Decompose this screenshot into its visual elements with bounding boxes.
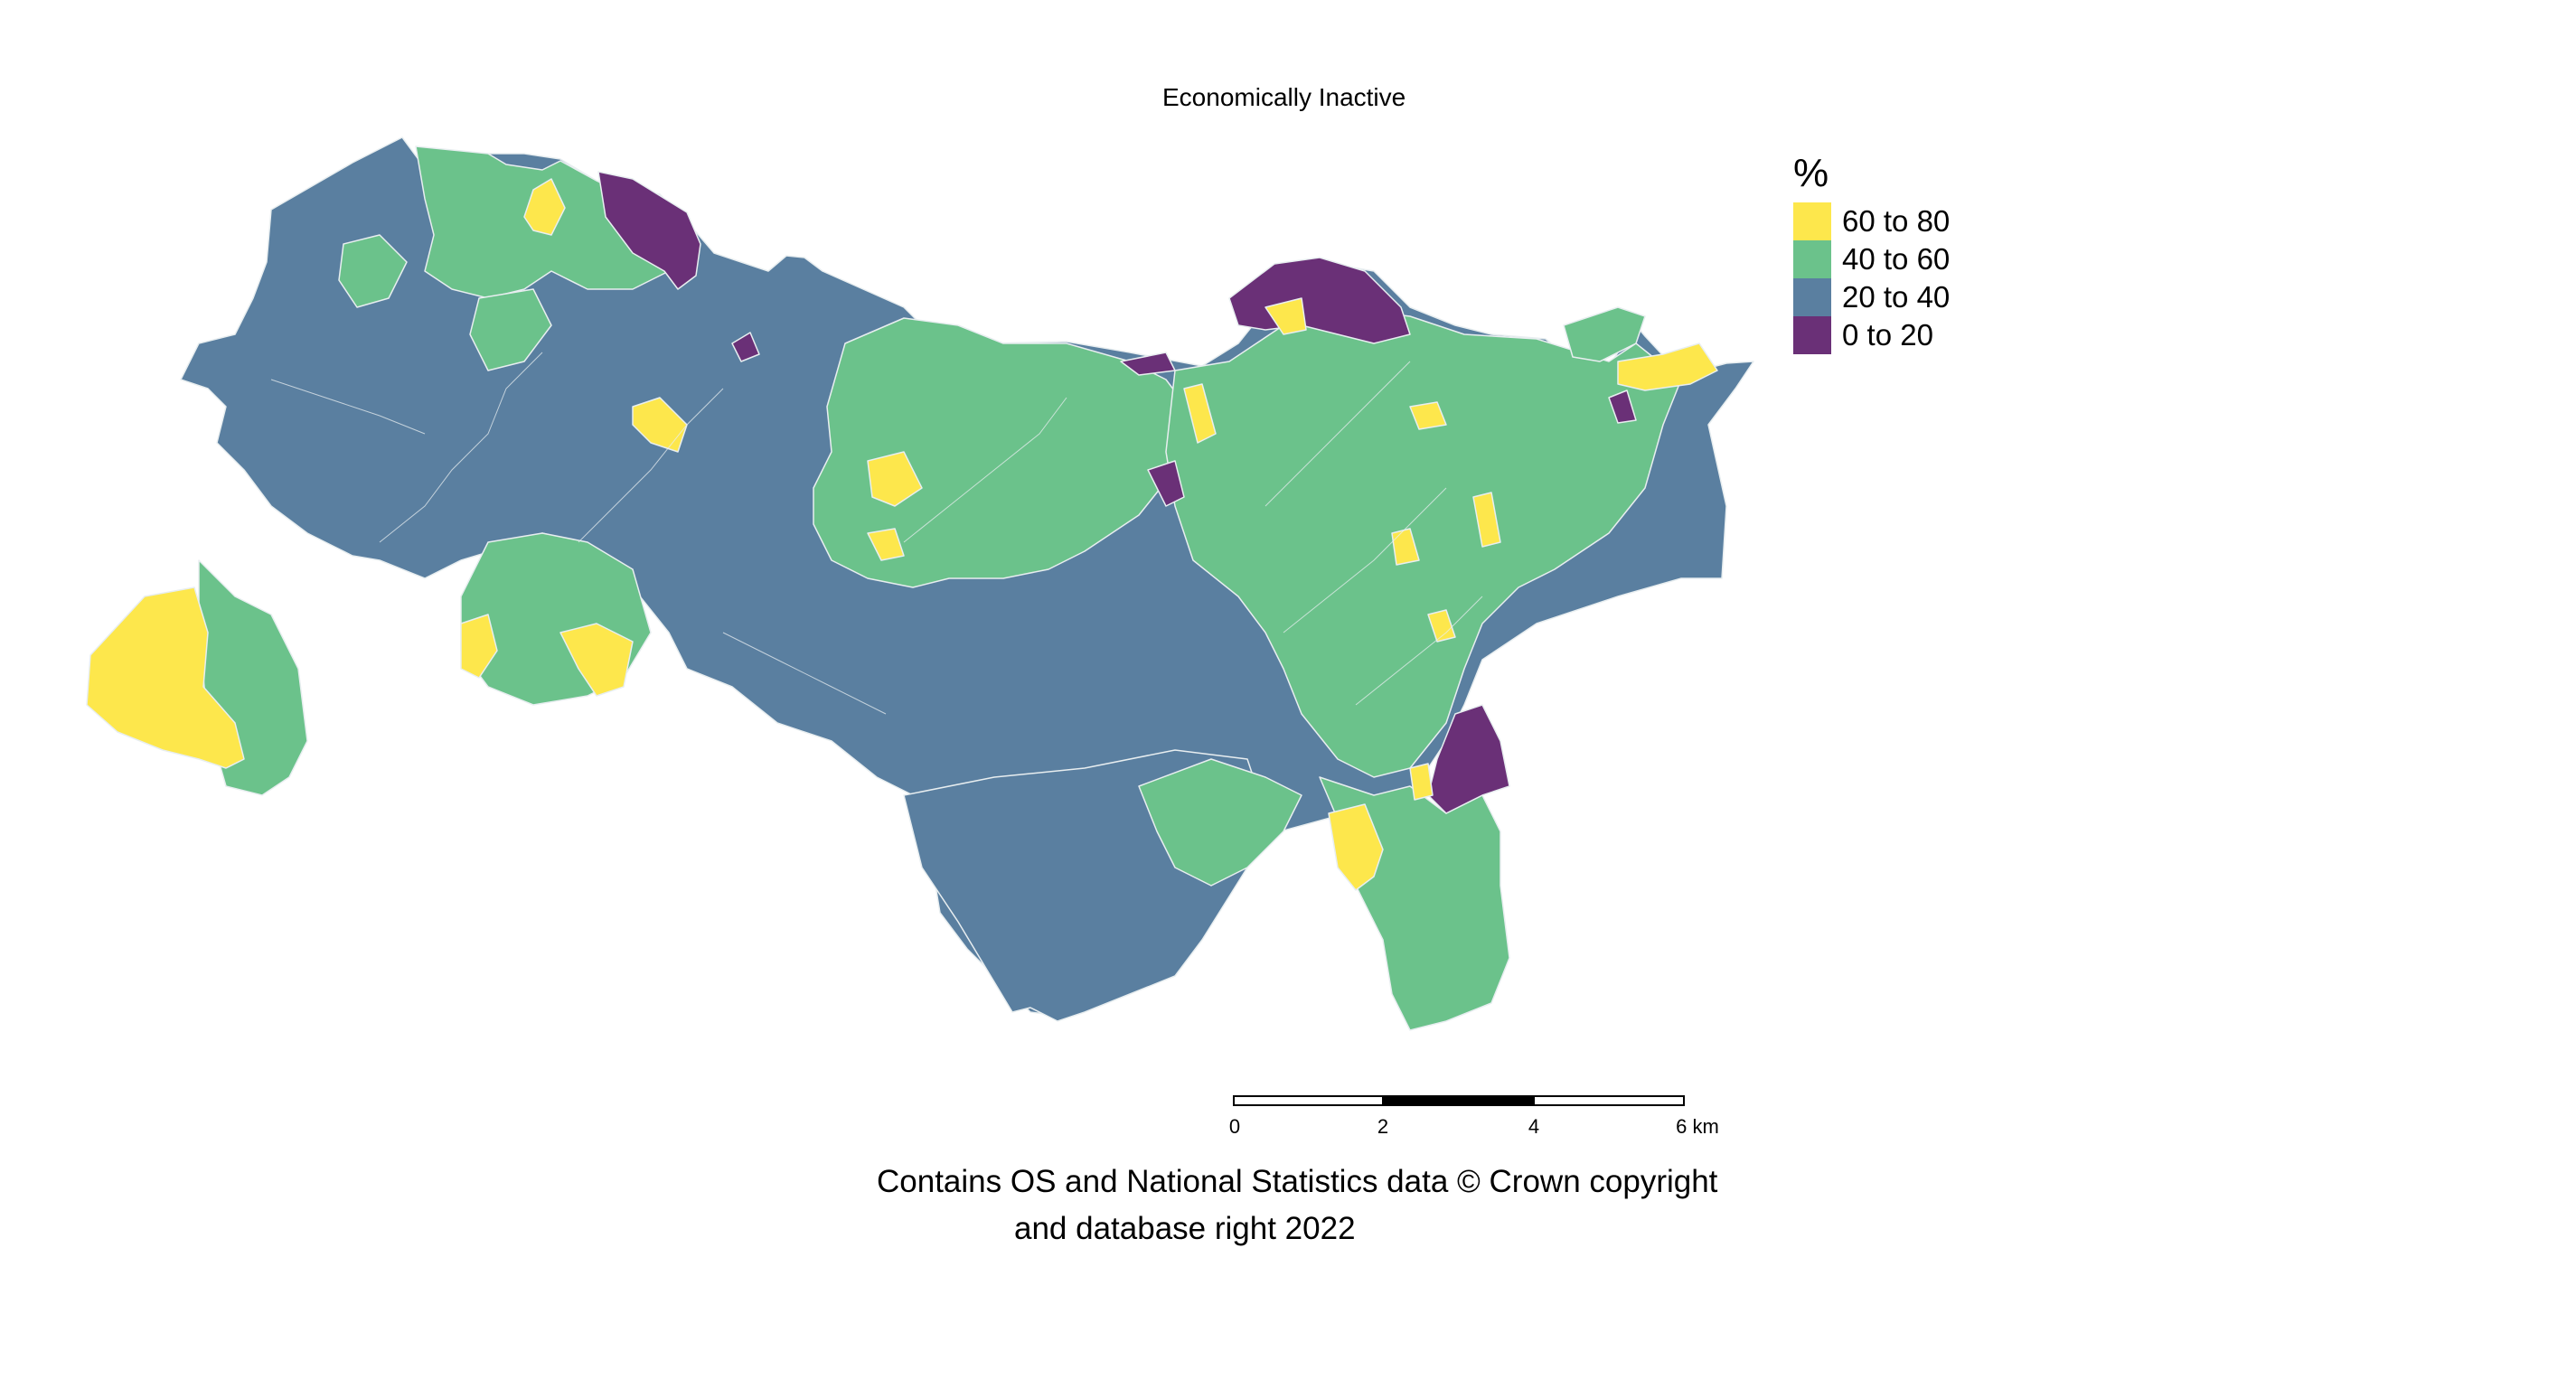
region-yellow-west-3 bbox=[559, 623, 634, 697]
region-green-south-spur bbox=[1138, 758, 1302, 887]
region-green-west-small bbox=[338, 234, 408, 308]
region-green-west-mid bbox=[469, 288, 552, 371]
region-purple-small-1 bbox=[731, 332, 760, 362]
region-green-northeast bbox=[1563, 306, 1646, 362]
region-yellow-east-4 bbox=[1472, 492, 1501, 548]
legend-swatch bbox=[1793, 240, 1831, 278]
legend-label: 0 to 20 bbox=[1842, 318, 1933, 352]
scale-bar-segment bbox=[1233, 1095, 1384, 1106]
scale-bar-tick: 0 bbox=[1228, 1115, 1241, 1138]
region-purple-small-3 bbox=[1120, 352, 1176, 376]
region-purple-south bbox=[1427, 704, 1510, 814]
region-yellow-east-1 bbox=[1183, 383, 1217, 444]
region-purple-north-1 bbox=[597, 171, 701, 290]
region-yellow-east-6 bbox=[1427, 609, 1456, 643]
legend-item-60-80: 60 to 80 bbox=[1793, 202, 1950, 240]
scale-bar-tick: 4 bbox=[1528, 1115, 1540, 1138]
legend: % 60 to 80 40 to 60 20 to 40 0 to 20 bbox=[1793, 152, 1950, 354]
region-purple-small-2 bbox=[1147, 460, 1185, 507]
region-green-central bbox=[813, 317, 1194, 588]
legend-label: 40 to 60 bbox=[1842, 242, 1951, 276]
scale-bar-segment bbox=[1382, 1095, 1535, 1106]
region-yellow-south-small bbox=[1409, 763, 1434, 801]
region-yellow-south bbox=[1328, 803, 1384, 891]
region-yellow-southwest bbox=[86, 586, 245, 769]
attribution-line-1: Contains OS and National Statistics data… bbox=[877, 1164, 1718, 1199]
region-green-east bbox=[1165, 306, 1682, 778]
region-yellow-central-1 bbox=[867, 451, 923, 507]
region-yellow-east-2 bbox=[1264, 297, 1307, 335]
scale-bar-segment bbox=[1533, 1095, 1685, 1106]
attribution-line-2: and database right 2022 bbox=[1014, 1211, 1356, 1246]
scale-bar-tick: 2 bbox=[1377, 1115, 1389, 1138]
legend-label: 60 to 80 bbox=[1842, 204, 1951, 238]
legend-title: % bbox=[1793, 151, 1829, 195]
legend-item-0-20: 0 to 20 bbox=[1793, 316, 1950, 354]
region-yellow-north-1 bbox=[523, 178, 566, 236]
region-purple-small-4 bbox=[1608, 389, 1637, 424]
legend-label: 20 to 40 bbox=[1842, 280, 1951, 314]
map-title: Economically Inactive bbox=[1162, 83, 1406, 111]
region-yellow-west-2 bbox=[460, 614, 498, 679]
region-yellow-west-1 bbox=[632, 397, 688, 453]
scale-bar: 0 2 4 6 km bbox=[1229, 1095, 1719, 1149]
attribution: Contains OS and National Statistics data… bbox=[877, 1159, 1744, 1253]
legend-item-40-60: 40 to 60 bbox=[1793, 240, 1950, 278]
region-yellow-central-2 bbox=[867, 528, 905, 561]
legend-swatch bbox=[1793, 278, 1831, 316]
legend-swatch bbox=[1793, 316, 1831, 354]
scale-bar-tick: 6 km bbox=[1676, 1115, 1719, 1138]
region-yellow-northeast bbox=[1617, 342, 1718, 391]
legend-swatch bbox=[1793, 202, 1831, 240]
legend-item-20-40: 20 to 40 bbox=[1793, 278, 1950, 316]
region-yellow-east-3 bbox=[1409, 401, 1447, 430]
